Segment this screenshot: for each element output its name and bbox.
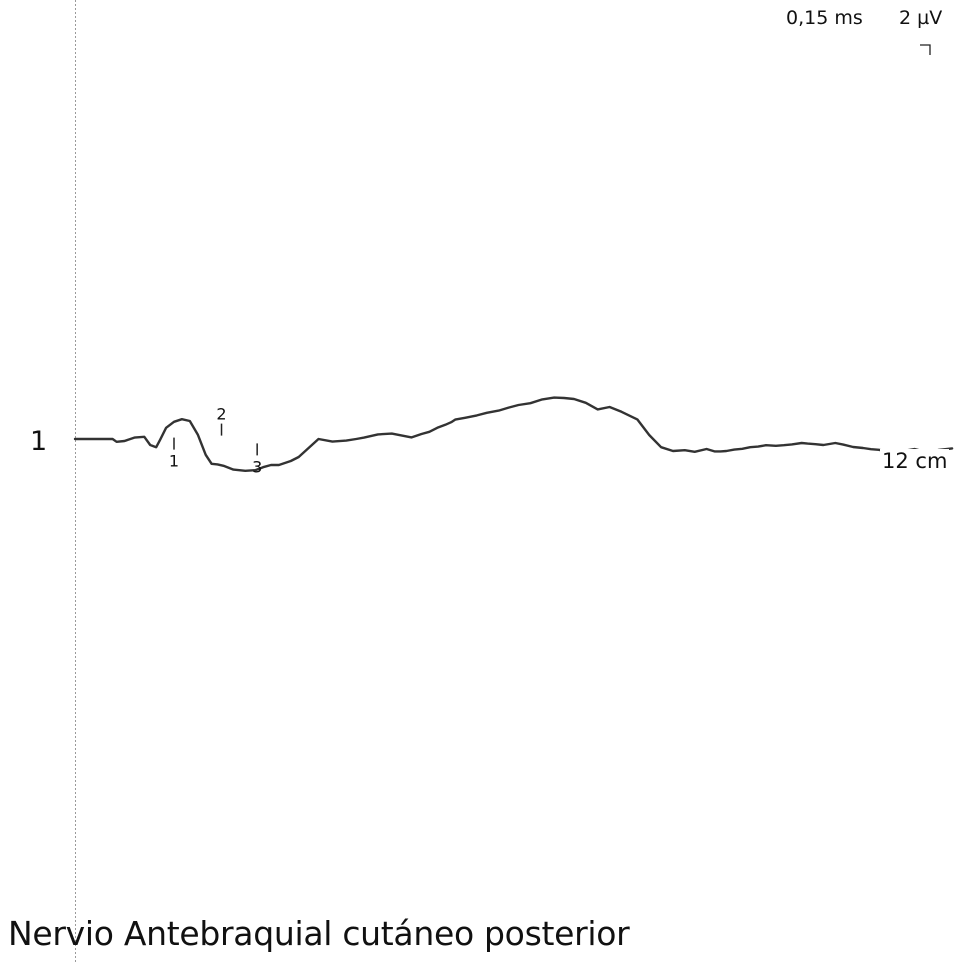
marker-label-3: 3 [252, 457, 262, 476]
distance-label: 12 cm [880, 449, 950, 473]
marker-label-1: 1 [169, 452, 179, 471]
trace-group [73, 396, 954, 472]
trace-number-label: 1 [30, 426, 48, 457]
calibration-bracket-icon [920, 44, 931, 55]
waveform-trace-1 [73, 396, 954, 472]
marker-label-2: 2 [216, 405, 226, 424]
amplitude-scale-label: 2 µV [899, 7, 943, 29]
time-scale-label: 0,15 ms [786, 7, 863, 29]
chart-title: Nervio Antebraquial cutáneo posterior [8, 914, 630, 953]
marker-group: 1 2 3 [169, 405, 262, 477]
